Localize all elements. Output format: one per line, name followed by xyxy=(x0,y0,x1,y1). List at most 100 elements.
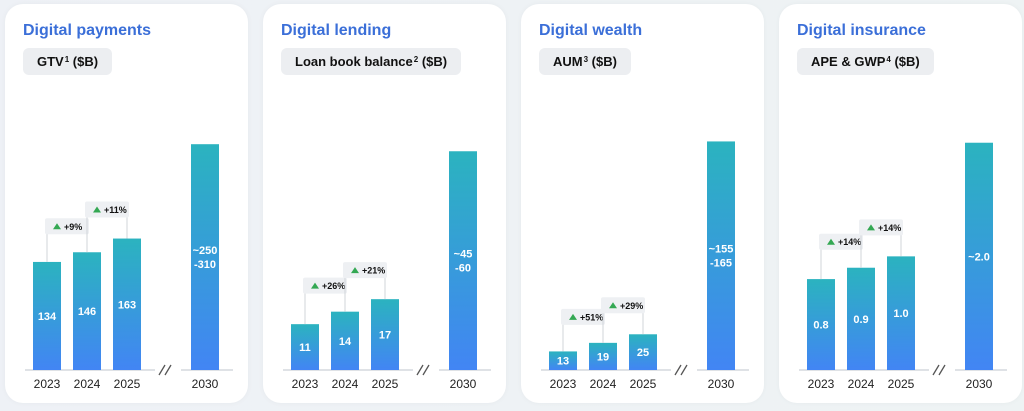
bar-2023 xyxy=(291,324,319,370)
growth-label: +21% xyxy=(362,266,385,276)
growth-badge xyxy=(819,233,863,250)
bar-2025 xyxy=(113,238,141,370)
metric-label: AUM3 ($B) xyxy=(539,48,631,75)
data-label: 134 xyxy=(38,311,57,323)
data-label: 14 xyxy=(339,336,352,348)
up-arrow-icon xyxy=(609,302,617,309)
axis-break-icon xyxy=(674,364,682,376)
tick-label: 2023 xyxy=(34,377,61,391)
tick-label: 2025 xyxy=(372,377,399,391)
growth-callout: +14% xyxy=(859,219,903,268)
tick-label: 2024 xyxy=(590,377,617,391)
bar-chart: 134 2023 146 2024 163 2025 ~250 -310 2030 +9% +11% xyxy=(25,144,233,391)
metric-name: Loan book balance xyxy=(295,54,413,69)
tick-label: 2025 xyxy=(888,377,915,391)
panel-digital-insurance: Digital insurance APE & GWP4 ($B) 0.8 202… xyxy=(779,4,1022,403)
growth-badge xyxy=(859,219,903,236)
up-arrow-icon xyxy=(569,313,577,320)
panel-title: Digital wealth xyxy=(539,22,643,39)
tick-label: 2025 xyxy=(114,377,141,391)
axis-break-icon xyxy=(932,364,940,376)
tick-label: 2030 xyxy=(192,377,219,391)
tick-label: 2024 xyxy=(848,377,875,391)
growth-callout: +21% xyxy=(343,262,387,312)
bar-2025 xyxy=(887,256,915,370)
tick-label: 2024 xyxy=(74,377,101,391)
bar-2023 xyxy=(33,261,61,370)
metric-name: APE & GWP xyxy=(811,54,886,69)
metric-unit: ($B) xyxy=(69,54,99,69)
growth-label: +51% xyxy=(580,312,603,322)
data-label: ~2.0 xyxy=(968,251,990,263)
footnote-marker: 3 xyxy=(583,55,589,64)
metric-label: APE & GWP4 ($B) xyxy=(797,48,934,75)
tick-label: 2030 xyxy=(966,377,993,391)
data-label: 25 xyxy=(637,347,649,359)
up-arrow-icon xyxy=(867,224,875,231)
panel-digital-payments: Digital payments GTV1 ($B) 134 2023 146 202… xyxy=(5,4,248,403)
panel-title: Digital lending xyxy=(281,22,392,39)
tick-label: 2023 xyxy=(550,377,577,391)
data-label: 0.8 xyxy=(813,320,828,332)
panel-digital-wealth: Digital wealth AUM3 ($B) 13 2023 19 2024 25 2… xyxy=(521,4,764,403)
growth-badge xyxy=(601,297,645,314)
metric-unit: ($B) xyxy=(890,54,920,69)
axis-break-icon xyxy=(164,364,172,376)
bar-2024 xyxy=(589,342,617,370)
up-arrow-icon xyxy=(53,223,61,230)
axis-break-icon xyxy=(416,364,424,376)
up-arrow-icon xyxy=(351,267,359,274)
tick-label: 2023 xyxy=(292,377,319,391)
up-arrow-icon xyxy=(827,238,835,245)
panel-digital-lending: Digital lending Loan book balance2 ($B) … xyxy=(263,4,506,403)
tick-label: 2030 xyxy=(708,377,735,391)
growth-label: +9% xyxy=(64,222,82,232)
data-label: 0.9 xyxy=(853,314,868,326)
bar-2025 xyxy=(629,334,657,370)
bar-chart: 0.8 2023 0.9 2024 1.0 2025 ~2.0 2030 +14% +14% xyxy=(799,142,1007,391)
data-label: 146 xyxy=(78,306,96,318)
growth-badge xyxy=(85,201,129,218)
bar-2024 xyxy=(331,311,359,370)
data-label: 17 xyxy=(379,330,391,342)
growth-label: +26% xyxy=(322,281,345,291)
bar-2023 xyxy=(807,279,835,370)
footnote-marker: 2 xyxy=(413,55,419,64)
bar-2030 xyxy=(707,141,735,370)
tick-label: 2025 xyxy=(630,377,657,391)
up-arrow-icon xyxy=(311,282,319,289)
data-label: 19 xyxy=(597,351,609,363)
axis-break-icon xyxy=(422,364,430,376)
metric-unit: ($B) xyxy=(418,54,448,69)
tick-label: 2030 xyxy=(450,377,477,391)
growth-label: +29% xyxy=(620,301,643,311)
metric-unit: ($B) xyxy=(588,54,617,69)
data-label: 13 xyxy=(557,356,569,368)
footnote-marker: 1 xyxy=(64,55,70,64)
data-label: ~45 -60 xyxy=(454,249,473,275)
growth-label: +14% xyxy=(838,237,861,247)
tick-label: 2023 xyxy=(808,377,835,391)
bar-2024 xyxy=(73,252,101,370)
axis-break-icon xyxy=(158,364,166,376)
data-label: ~250 -310 xyxy=(193,245,218,271)
bar-2023 xyxy=(549,351,577,370)
metric-name: AUM xyxy=(553,54,583,69)
growth-callout: +11% xyxy=(85,201,129,253)
axis-break-icon xyxy=(938,364,946,376)
bar-chart: 13 2023 19 2024 25 2025 ~155 -165 2030 +51% +29% xyxy=(541,141,749,391)
bar-2030 xyxy=(449,151,477,370)
data-label: 1.0 xyxy=(893,308,908,320)
growth-callout: +29% xyxy=(601,297,645,343)
axis-break-icon xyxy=(680,364,688,376)
bar-2025 xyxy=(371,299,399,370)
panel-title: Digital payments xyxy=(23,22,152,39)
data-label: 11 xyxy=(299,342,311,354)
up-arrow-icon xyxy=(93,206,101,213)
growth-badge xyxy=(45,218,89,235)
tick-label: 2024 xyxy=(332,377,359,391)
metric-label: Loan book balance2 ($B) xyxy=(281,48,462,75)
metric-name: GTV xyxy=(37,54,64,69)
data-label: 163 xyxy=(118,299,136,311)
growth-badge xyxy=(303,277,347,294)
